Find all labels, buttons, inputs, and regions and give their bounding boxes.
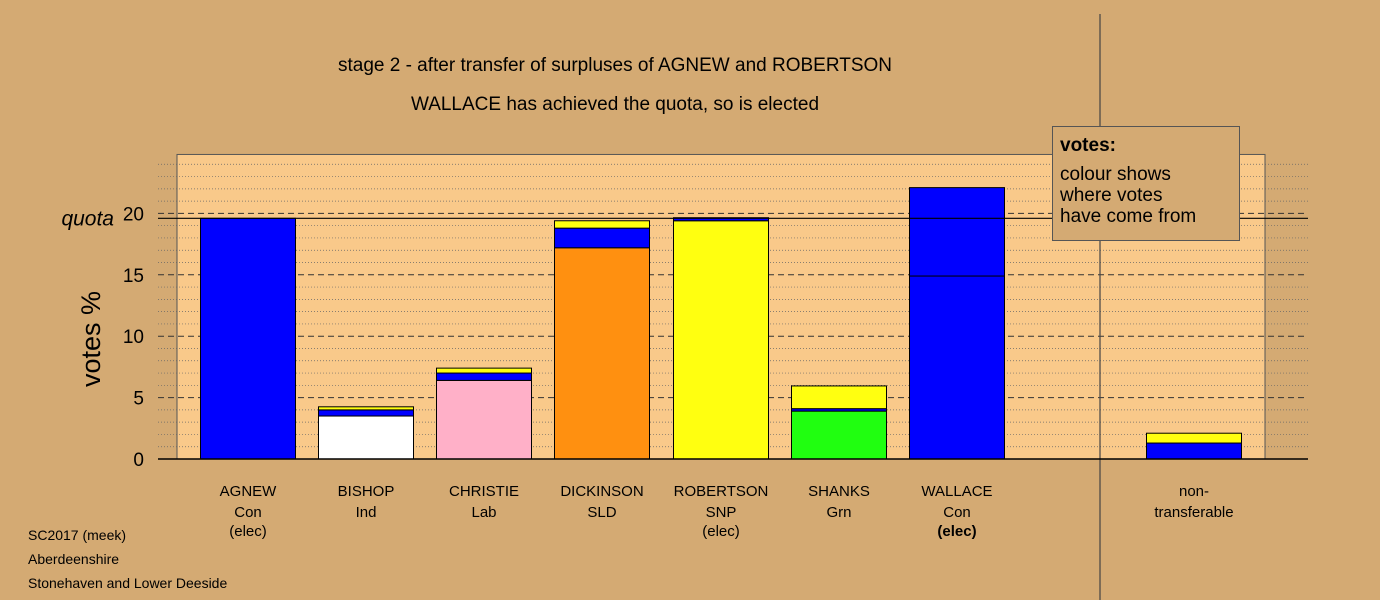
chart-subtitle: WALLACE has achieved the quota, so is el… [410, 94, 820, 115]
legend-line: colour shows [1060, 164, 1171, 185]
candidate-name-label: CHRISTIE [449, 483, 519, 500]
elected-label: (elec) [229, 523, 267, 540]
footer-council: Aberdeenshire [28, 551, 120, 567]
elected-label: (elec) [702, 523, 740, 540]
y-tick-label: 15 [123, 266, 144, 287]
elected-label: (elec) [937, 523, 976, 540]
party-label: Lab [471, 504, 496, 521]
legend-box: votes: colour shows where votes have com… [1052, 126, 1240, 241]
y-tick-label: 10 [123, 327, 144, 348]
y-tick-label: 5 [133, 389, 144, 410]
party-label: Con [234, 504, 262, 521]
candidate-name-label: ROBERTSON [674, 483, 769, 500]
bar-segment [436, 367, 532, 374]
bar-segment [791, 410, 887, 460]
bar-segment [909, 187, 1005, 277]
y-tick-label: 0 [133, 450, 144, 471]
chart-title: stage 2 - after transfer of surpluses of… [337, 55, 893, 76]
bar-segment [673, 217, 769, 222]
nontransferable-bar-segment [1146, 432, 1242, 444]
bar-segment [318, 406, 414, 411]
candidate-name-label: BISHOP [338, 483, 395, 500]
party-label: SLD [587, 504, 616, 521]
y-axis-label: votes % [76, 291, 106, 387]
candidate-name-label: WALLACE [921, 483, 992, 500]
bar-segment [200, 217, 296, 460]
candidate-name-label: SHANKS [808, 483, 870, 500]
legend-line: have come from [1060, 206, 1197, 227]
nontransferable-label: transferable [1154, 504, 1233, 521]
bar-segment [909, 275, 1005, 460]
bar-segment [554, 227, 650, 249]
footer-election: SC2017 (meek) [28, 527, 127, 543]
nontransferable-bar-segment [1146, 442, 1242, 460]
party-label: Con [943, 504, 971, 521]
bar-segment [436, 372, 532, 381]
legend-title: votes: [1060, 135, 1116, 156]
y-tick-label: 20 [123, 204, 144, 225]
party-label: Ind [356, 504, 377, 521]
bar-segment [318, 409, 414, 417]
bar-segment [791, 385, 887, 410]
bar-segment [318, 415, 414, 460]
nontransferable-label: non- [1179, 483, 1209, 500]
bar-segment [673, 220, 769, 460]
footer-ward: Stonehaven and Lower Deeside [28, 575, 228, 591]
legend-line: where votes [1060, 185, 1163, 206]
candidate-name-label: DICKINSON [560, 483, 643, 500]
party-label: Grn [826, 504, 851, 521]
bar-segment [554, 220, 650, 229]
quota-label: quota [61, 207, 114, 230]
candidate-name-label: AGNEW [220, 483, 278, 500]
bar-segment [554, 247, 650, 460]
party-label: SNP [706, 504, 737, 521]
bar-segment [436, 379, 532, 460]
